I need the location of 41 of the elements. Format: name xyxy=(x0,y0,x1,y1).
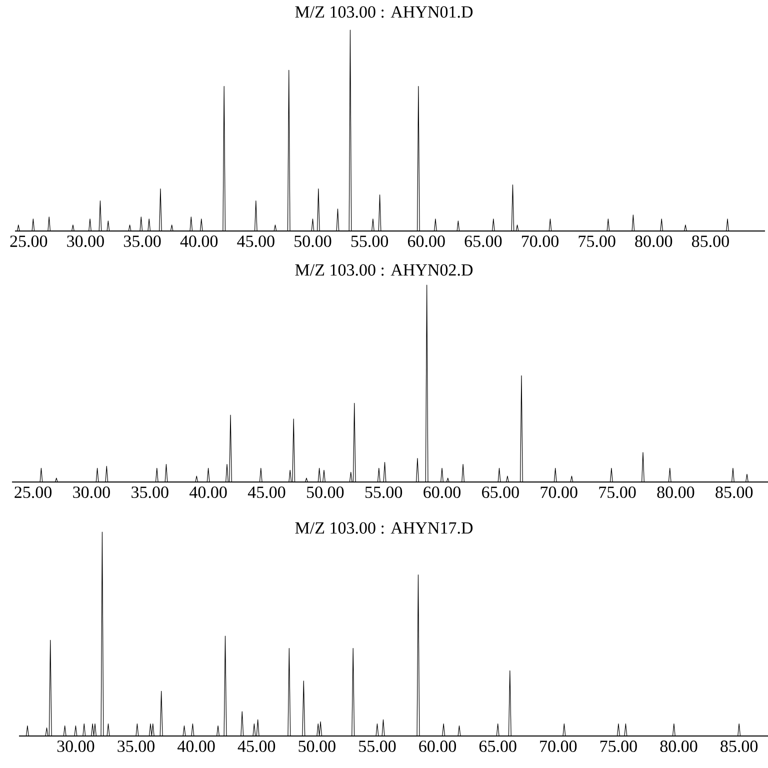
x-tick-label: 85.00 xyxy=(716,486,753,498)
x-tick-label: 50.00 xyxy=(294,236,332,248)
x-tick-label: 55.00 xyxy=(365,486,402,498)
x-tick-label: 85.00 xyxy=(692,236,729,248)
x-tick-label: 65.00 xyxy=(464,236,502,248)
x-tick-label: 60.00 xyxy=(419,740,456,752)
chart-title: M/Z 103.00 : AHYN02.D xyxy=(295,264,473,276)
x-tick-label: 55.00 xyxy=(351,236,388,248)
x-tick-label: 35.00 xyxy=(132,486,168,498)
x-tick-label: 60.00 xyxy=(408,236,445,248)
x-tick-label: 85.00 xyxy=(720,740,758,752)
x-tick-label: 50.00 xyxy=(298,740,336,752)
x-tick-label: 65.00 xyxy=(479,740,516,752)
x-tick-label: 45.00 xyxy=(238,740,276,752)
x-tick-label: 25.00 xyxy=(14,486,52,498)
x-tick-label: 45.00 xyxy=(248,486,286,498)
x-tick-label: 60.00 xyxy=(424,486,460,498)
x-tick-label: 30.00 xyxy=(57,740,94,752)
x-tick-label: 35.00 xyxy=(124,236,161,248)
x-tick-label: 35.00 xyxy=(118,740,154,752)
x-tick-label: 70.00 xyxy=(540,486,578,498)
x-tick-label: 65.00 xyxy=(482,486,519,498)
x-tick-label: 75.00 xyxy=(578,236,616,248)
x-tick-label: 70.00 xyxy=(522,236,558,248)
x-tick-label: 40.00 xyxy=(180,236,218,248)
x-tick-label: 80.00 xyxy=(660,740,698,752)
x-tick-label: 30.00 xyxy=(67,236,104,248)
x-tick-label: 80.00 xyxy=(635,236,672,248)
x-tick-label: 55.00 xyxy=(359,740,396,752)
x-tick-label: 70.00 xyxy=(540,740,577,752)
x-tick-label: 50.00 xyxy=(307,486,344,498)
x-tick-label: 75.00 xyxy=(600,740,637,752)
chart-title: M/Z 103.00 : AHYN17.D xyxy=(295,522,473,534)
x-tick-label: 75.00 xyxy=(599,486,636,498)
x-tick-label: 45.00 xyxy=(237,236,274,248)
x-tick-label: 40.00 xyxy=(190,486,227,498)
x-tick-label: 80.00 xyxy=(657,486,694,498)
chart-title: M/Z 103.00 : AHYN01.D xyxy=(295,6,473,18)
x-tick-label: 40.00 xyxy=(178,740,215,752)
x-tick-label: 30.00 xyxy=(73,486,110,498)
x-tick-label: 25.00 xyxy=(10,236,48,248)
